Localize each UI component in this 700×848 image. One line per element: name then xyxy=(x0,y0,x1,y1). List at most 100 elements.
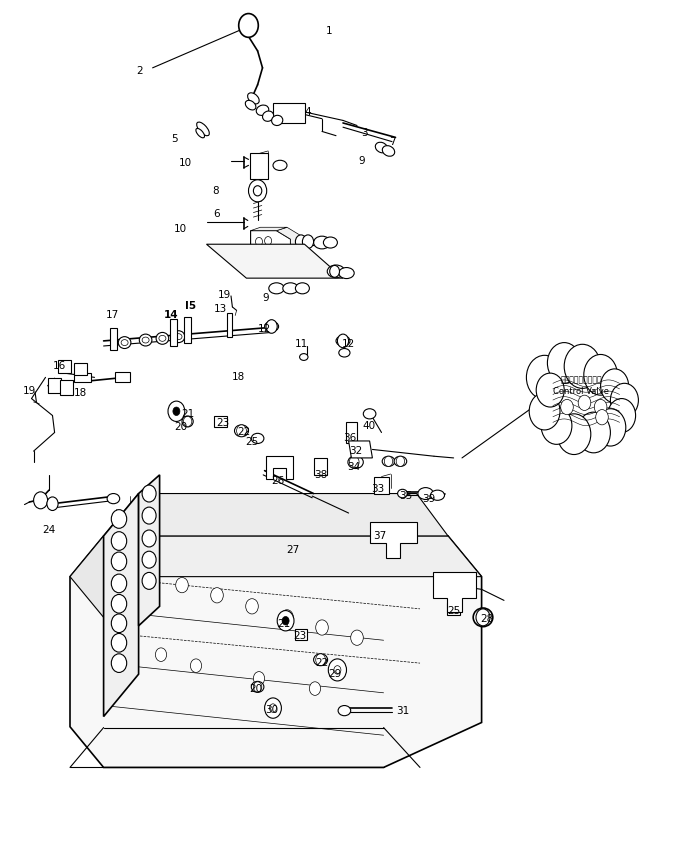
Circle shape xyxy=(564,344,601,388)
Circle shape xyxy=(253,672,265,685)
Circle shape xyxy=(282,616,289,625)
Circle shape xyxy=(142,551,156,568)
Circle shape xyxy=(349,456,359,468)
Ellipse shape xyxy=(336,336,350,346)
Circle shape xyxy=(384,456,393,466)
Text: 27: 27 xyxy=(286,544,299,555)
Bar xyxy=(251,153,267,179)
Circle shape xyxy=(536,373,564,407)
Ellipse shape xyxy=(418,488,433,499)
Text: 19: 19 xyxy=(23,386,36,396)
Text: 12: 12 xyxy=(342,339,355,349)
Text: 30: 30 xyxy=(265,705,278,715)
Bar xyxy=(74,373,91,382)
Text: 23: 23 xyxy=(216,418,229,428)
Ellipse shape xyxy=(339,268,354,278)
Bar xyxy=(48,378,61,393)
Bar xyxy=(58,360,71,373)
Circle shape xyxy=(577,412,610,453)
Circle shape xyxy=(111,552,127,571)
Polygon shape xyxy=(370,522,416,558)
Text: 9: 9 xyxy=(262,293,270,304)
Text: Control Valve: Control Valve xyxy=(553,388,609,396)
Text: 12: 12 xyxy=(258,324,271,334)
Polygon shape xyxy=(104,494,139,717)
Polygon shape xyxy=(206,244,343,278)
Circle shape xyxy=(253,186,262,196)
Circle shape xyxy=(142,530,156,547)
Ellipse shape xyxy=(430,490,444,500)
Text: 21: 21 xyxy=(181,409,194,419)
Text: 31: 31 xyxy=(396,706,409,716)
Text: 37: 37 xyxy=(374,531,386,541)
Text: 10: 10 xyxy=(174,224,187,234)
Text: I5: I5 xyxy=(185,301,196,311)
Circle shape xyxy=(596,410,608,425)
Circle shape xyxy=(265,698,281,718)
Circle shape xyxy=(396,456,405,466)
Text: 38: 38 xyxy=(314,470,327,480)
Circle shape xyxy=(168,401,185,421)
Polygon shape xyxy=(276,227,301,250)
Circle shape xyxy=(256,237,262,246)
Text: 14: 14 xyxy=(164,310,178,321)
Circle shape xyxy=(316,620,328,635)
Circle shape xyxy=(253,682,262,692)
Bar xyxy=(170,319,177,346)
Circle shape xyxy=(266,320,277,333)
Ellipse shape xyxy=(196,128,204,138)
Polygon shape xyxy=(251,231,290,250)
Circle shape xyxy=(142,507,156,524)
Ellipse shape xyxy=(245,100,256,110)
Circle shape xyxy=(541,407,572,444)
Text: 20: 20 xyxy=(174,421,187,432)
Ellipse shape xyxy=(314,654,328,666)
Ellipse shape xyxy=(121,340,128,346)
Ellipse shape xyxy=(338,706,351,716)
Text: 22: 22 xyxy=(237,427,250,438)
Ellipse shape xyxy=(139,334,152,346)
Ellipse shape xyxy=(375,142,388,153)
Circle shape xyxy=(111,510,127,528)
Ellipse shape xyxy=(107,494,120,504)
Bar xyxy=(295,629,307,639)
Ellipse shape xyxy=(328,265,344,278)
Circle shape xyxy=(142,485,156,502)
Bar xyxy=(110,328,117,350)
Circle shape xyxy=(111,614,127,633)
Circle shape xyxy=(608,399,636,432)
Bar xyxy=(115,372,130,382)
Ellipse shape xyxy=(256,105,269,115)
Circle shape xyxy=(337,334,349,348)
Circle shape xyxy=(330,265,340,277)
Circle shape xyxy=(111,574,127,593)
Ellipse shape xyxy=(142,337,149,343)
Circle shape xyxy=(610,383,638,417)
Text: 3: 3 xyxy=(360,128,368,138)
Ellipse shape xyxy=(473,608,493,627)
Text: 34: 34 xyxy=(347,462,360,472)
Circle shape xyxy=(155,648,167,661)
Text: 20: 20 xyxy=(249,683,262,694)
Ellipse shape xyxy=(251,682,264,692)
Circle shape xyxy=(270,704,276,712)
Text: 40: 40 xyxy=(363,421,375,431)
Ellipse shape xyxy=(295,283,309,293)
Text: 39: 39 xyxy=(422,494,435,504)
Circle shape xyxy=(594,399,607,415)
Text: 13: 13 xyxy=(214,304,227,314)
Polygon shape xyxy=(104,536,482,577)
Circle shape xyxy=(526,355,563,399)
Circle shape xyxy=(246,599,258,614)
Text: 19: 19 xyxy=(218,290,230,300)
Ellipse shape xyxy=(182,416,193,427)
Ellipse shape xyxy=(283,283,298,293)
Ellipse shape xyxy=(234,425,248,437)
Text: 29: 29 xyxy=(328,669,341,679)
Bar xyxy=(185,317,190,343)
Circle shape xyxy=(281,610,293,625)
Circle shape xyxy=(173,407,180,416)
Circle shape xyxy=(328,659,346,681)
Ellipse shape xyxy=(323,237,337,248)
Text: 9: 9 xyxy=(358,156,365,166)
